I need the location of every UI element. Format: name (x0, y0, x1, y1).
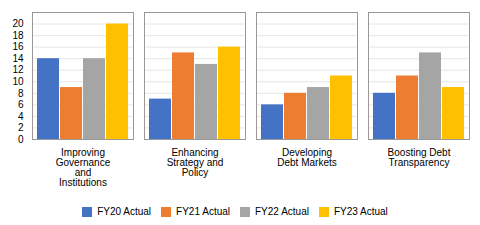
svg-text:DevelopingDebt Markets: DevelopingDebt Markets (277, 147, 336, 168)
svg-text:0: 0 (18, 134, 24, 145)
svg-text:12: 12 (12, 64, 24, 75)
svg-text:2: 2 (18, 122, 24, 133)
svg-text:ImprovingGovernanceandInstitut: ImprovingGovernanceandInstitutions (56, 147, 111, 188)
svg-text:20: 20 (12, 18, 24, 29)
svg-text:8: 8 (18, 88, 24, 99)
svg-text:14: 14 (12, 53, 24, 64)
svg-text:6: 6 (18, 99, 24, 110)
svg-text:18: 18 (12, 30, 24, 41)
svg-text:16: 16 (12, 41, 24, 52)
svg-text:EnhancingStrategy andPolicy: EnhancingStrategy andPolicy (167, 147, 224, 178)
html-text:FY22 Actual: FY22 Actual (255, 206, 309, 217)
svg-text:10: 10 (12, 76, 24, 87)
svg-text:Boosting DebtTransparency: Boosting DebtTransparency (388, 147, 451, 168)
html-text:FY23 Actual: FY23 Actual (333, 206, 388, 217)
svg-text:4: 4 (18, 111, 24, 122)
html-text:FY20 Actual: FY20 Actual (97, 206, 152, 217)
html-text:FY21 Actual: FY21 Actual (176, 206, 230, 217)
